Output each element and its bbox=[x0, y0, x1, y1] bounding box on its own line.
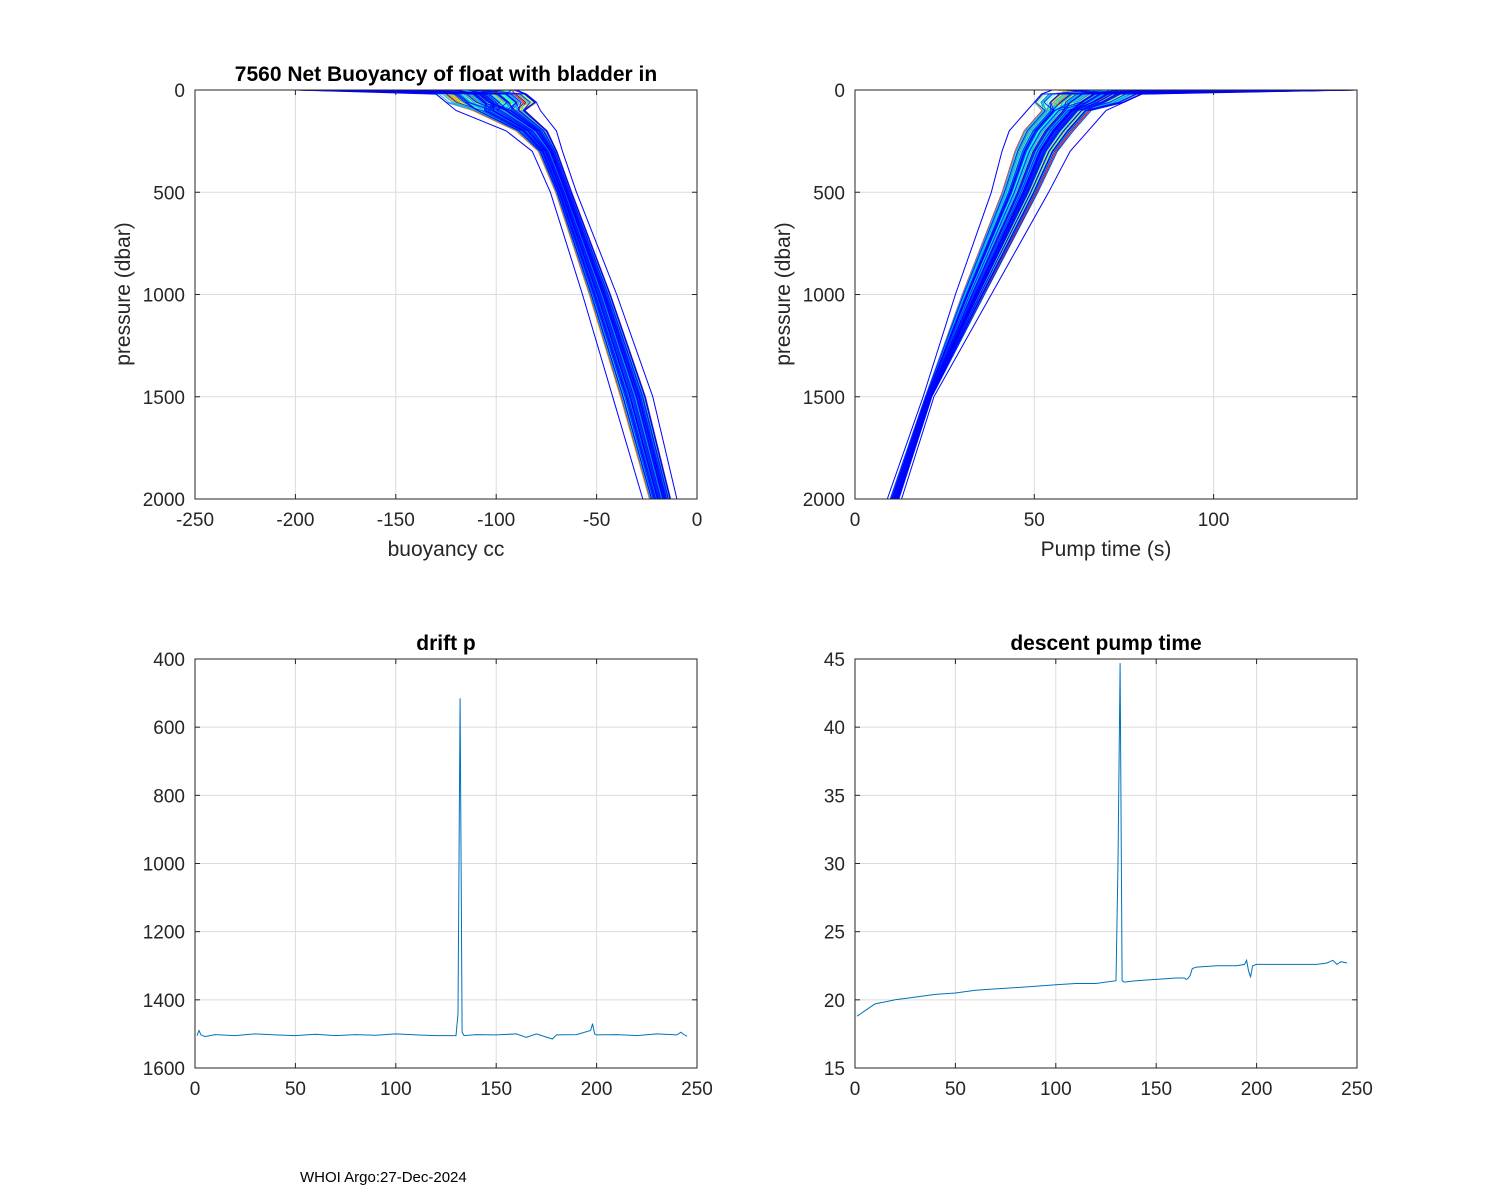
pumptime-profiles bbox=[886, 89, 1358, 500]
buoyancy-x-tick-label: -150 bbox=[377, 510, 415, 531]
pumptime-x-label: Pump time (s) bbox=[1041, 538, 1172, 561]
buoyancy-profile-line bbox=[455, 89, 656, 500]
buoyancy-profile-line bbox=[479, 89, 659, 500]
driftp-panel: 0 50 100 150 200 250 400 600 800 1000 1200 1400 1600… bbox=[143, 632, 713, 1100]
driftp-x-tick-label: 50 bbox=[285, 1079, 306, 1100]
buoyancy-profile-line bbox=[413, 89, 664, 500]
driftp-y-tick-label: 400 bbox=[153, 650, 185, 671]
pumptime-x-tick-label: 0 bbox=[850, 510, 861, 531]
buoyancy-x-tick-label: -50 bbox=[583, 510, 610, 531]
buoyancy-y-label: pressure (dbar) bbox=[112, 222, 135, 366]
driftp-series bbox=[196, 698, 688, 1040]
footer-credit: WHOI Argo:27-Dec-2024 bbox=[300, 1169, 467, 1186]
descentpump-y-tick-label: 25 bbox=[824, 923, 845, 944]
descentpump-title: descent pump time bbox=[1010, 632, 1201, 655]
pumptime-y-tick-label: 500 bbox=[813, 183, 845, 204]
descentpump-x-tick-label: 50 bbox=[945, 1079, 966, 1100]
driftp-x-tick-label: 150 bbox=[480, 1079, 512, 1100]
pumptime-y-tick-label: 0 bbox=[834, 81, 845, 102]
buoyancy-profile-line bbox=[305, 89, 666, 500]
pumptime-profile-line bbox=[894, 89, 1114, 500]
pumptime-profile-line bbox=[897, 89, 1141, 500]
buoyancy-x-tick-label: 0 bbox=[692, 510, 703, 531]
descentpump-y-tick-label: 35 bbox=[824, 786, 845, 807]
pumptime-profile-line bbox=[893, 89, 1229, 500]
buoyancy-profile-line bbox=[432, 89, 654, 500]
buoyancy-profile-edge bbox=[516, 89, 678, 500]
pumptime-x-tick-label: 50 bbox=[1024, 510, 1045, 531]
buoyancy-x-label: buoyancy cc bbox=[388, 538, 505, 561]
buoyancy-profile-line bbox=[471, 89, 669, 500]
driftp-y-tick-label: 800 bbox=[153, 786, 185, 807]
pumptime-profile-line bbox=[895, 89, 1118, 500]
descentpump-x-tick-label: 100 bbox=[1040, 1079, 1072, 1100]
pumptime-profile-line bbox=[895, 89, 1308, 500]
pumptime-profile-line bbox=[891, 89, 1217, 500]
buoyancy-profile-line bbox=[513, 89, 671, 500]
buoyancy-y-tick-label: 1500 bbox=[143, 388, 185, 409]
pumptime-profile-line bbox=[896, 89, 1221, 500]
buoyancy-y-tick-label: 0 bbox=[174, 81, 185, 102]
descentpump-series bbox=[856, 663, 1348, 1017]
driftp-y-tick-label: 1200 bbox=[143, 923, 185, 944]
buoyancy-y-tick-label: 2000 bbox=[143, 490, 185, 511]
pumptime-profile-line bbox=[892, 89, 1356, 500]
buoyancy-profile-line bbox=[301, 89, 667, 500]
pumptime-profile-edge bbox=[901, 89, 1358, 500]
pumptime-profile-line bbox=[890, 89, 1194, 500]
descentpump-y-tick-label: 15 bbox=[824, 1059, 845, 1080]
buoyancy-profile-line bbox=[361, 89, 671, 500]
buoyancy-profiles bbox=[295, 89, 678, 500]
pumptime-profile-line bbox=[894, 89, 1110, 500]
descentpump-x-tick-label: 150 bbox=[1140, 1079, 1172, 1100]
driftp-series-line bbox=[196, 698, 688, 1040]
driftp-x-tick-label: 100 bbox=[380, 1079, 412, 1100]
buoyancy-profile-line bbox=[365, 89, 668, 500]
buoyancy-x-tick-label: -100 bbox=[477, 510, 515, 531]
driftp-y-tick-label: 600 bbox=[153, 718, 185, 739]
buoyancy-profile-line bbox=[369, 89, 664, 500]
buoyancy-profile-line bbox=[424, 89, 653, 500]
pumptime-profile-line bbox=[889, 89, 1190, 500]
buoyancy-x-tick-label: -250 bbox=[176, 510, 214, 531]
descentpump-y-tick-label: 45 bbox=[824, 650, 845, 671]
descentpump-y-tick-label: 30 bbox=[824, 855, 845, 876]
buoyancy-y-tick-label: 1000 bbox=[143, 286, 185, 307]
pumptime-profile-line bbox=[891, 89, 1134, 500]
driftp-y-tick-label: 1000 bbox=[143, 855, 185, 876]
buoyancy-panel: -250 -200 -150 -100 -50 0 0 500 1000 1500 2000 756… bbox=[112, 63, 702, 561]
pumptime-y-tick-label: 1000 bbox=[803, 286, 845, 307]
driftp-x-tick-label: 250 bbox=[681, 1079, 713, 1100]
driftp-y-tick-label: 1600 bbox=[143, 1059, 185, 1080]
pumptime-y-tick-label: 2000 bbox=[803, 490, 845, 511]
descentpump-x-tick-label: 250 bbox=[1341, 1079, 1373, 1100]
descentpump-panel: 0 50 100 150 200 250 15 20 25 30 35 40 45 descent pu… bbox=[824, 632, 1373, 1100]
pumptime-x-tick-label: 100 bbox=[1198, 510, 1230, 531]
buoyancy-x-tick-label: -200 bbox=[276, 510, 314, 531]
buoyancy-profile-line bbox=[383, 89, 668, 500]
buoyancy-title: 7560 Net Buoyancy of float with bladder … bbox=[235, 63, 657, 86]
driftp-title: drift p bbox=[416, 632, 475, 655]
driftp-x-tick-label: 0 bbox=[190, 1079, 201, 1100]
descentpump-x-tick-label: 200 bbox=[1241, 1079, 1273, 1100]
pumptime-y-label: pressure (dbar) bbox=[772, 222, 795, 366]
pumptime-y-tick-label: 1500 bbox=[803, 388, 845, 409]
descentpump-y-tick-label: 40 bbox=[824, 718, 845, 739]
pumptime-profile-edge bbox=[886, 89, 1053, 500]
descentpump-x-tick-label: 0 bbox=[850, 1079, 861, 1100]
driftp-y-tick-label: 1400 bbox=[143, 991, 185, 1012]
buoyancy-profile-line bbox=[465, 89, 661, 500]
driftp-x-tick-label: 200 bbox=[581, 1079, 613, 1100]
buoyancy-y-tick-label: 500 bbox=[153, 183, 185, 204]
descentpump-y-tick-label: 20 bbox=[824, 991, 845, 1012]
buoyancy-profile-line bbox=[380, 89, 660, 500]
buoyancy-profile-line bbox=[403, 89, 662, 500]
buoyancy-profile-edge bbox=[295, 89, 644, 500]
descentpump-series-line bbox=[856, 663, 1348, 1017]
pumptime-profile-line bbox=[890, 89, 1321, 500]
